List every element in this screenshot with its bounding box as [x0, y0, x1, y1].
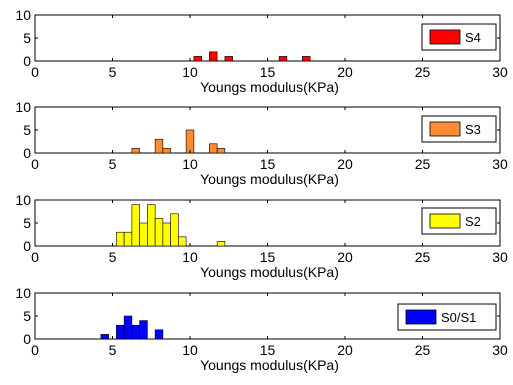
x-tick-label: 30 — [492, 156, 508, 172]
legend-swatch — [405, 309, 437, 325]
legend-swatch — [429, 213, 461, 229]
histogram-bar — [139, 320, 148, 340]
histogram-bar — [185, 129, 195, 154]
x-tick-label: 25 — [415, 64, 431, 80]
x-tick-label: 10 — [182, 156, 198, 172]
x-tick-label: 20 — [337, 249, 353, 265]
x-tick-label: 0 — [31, 156, 39, 172]
x-tick-label: 15 — [260, 342, 276, 358]
x-tick-label: 25 — [415, 156, 431, 172]
histogram-bar — [209, 143, 218, 154]
histogram-bar — [154, 329, 164, 340]
legend-label: S0/S1 — [441, 310, 476, 325]
histogram-bar — [147, 204, 156, 247]
y-tick-label: 5 — [23, 308, 31, 324]
legend: S2 — [421, 207, 497, 235]
x-tick-label: 15 — [260, 249, 276, 265]
x-tick-label: 20 — [337, 342, 353, 358]
x-tick-label: 25 — [415, 342, 431, 358]
y-tick-label: 0 — [23, 238, 31, 254]
histogram-bar — [209, 51, 218, 62]
y-tick-label: 0 — [23, 145, 31, 161]
legend: S4 — [421, 23, 497, 51]
y-tick-label: 5 — [23, 30, 31, 46]
x-axis-label: Youngs modulus(KPa) — [200, 79, 339, 95]
legend-swatch — [429, 29, 461, 45]
x-tick-label: 15 — [260, 64, 276, 80]
legend-label: S3 — [465, 122, 481, 137]
y-tick-label: 5 — [23, 215, 31, 231]
histogram-bar — [131, 204, 140, 247]
histogram-bar — [162, 222, 171, 247]
histogram-bar — [116, 324, 125, 340]
histogram-bar — [154, 218, 164, 247]
x-tick-label: 20 — [337, 156, 353, 172]
y-tick-label: 0 — [23, 331, 31, 347]
x-tick-label: 5 — [109, 249, 117, 265]
histogram-bar — [178, 236, 187, 247]
x-tick-label: 15 — [260, 156, 276, 172]
x-tick-label: 0 — [31, 249, 39, 265]
histogram-bar — [131, 148, 140, 154]
x-tick-label: 20 — [337, 64, 353, 80]
x-tick-label: 0 — [31, 342, 39, 358]
histogram-bar — [131, 324, 140, 340]
legend-swatch — [429, 121, 461, 137]
histogram-bar — [216, 148, 226, 154]
legend-label: S2 — [465, 214, 481, 229]
histogram-bar — [123, 231, 133, 247]
x-axis-label: Youngs modulus(KPa) — [200, 357, 339, 373]
legend: S3 — [421, 115, 497, 143]
x-axis-label: Youngs modulus(KPa) — [200, 171, 339, 187]
histogram-bar — [216, 241, 226, 247]
histogram-bar — [193, 56, 202, 62]
histogram-bar — [139, 222, 148, 247]
x-tick-label: 5 — [109, 156, 117, 172]
x-tick-label: 30 — [492, 342, 508, 358]
histogram-bar — [100, 334, 109, 340]
y-tick-label: 10 — [15, 285, 31, 301]
histogram-bar — [278, 56, 288, 62]
legend-label: S4 — [465, 30, 481, 45]
histogram-bar — [162, 148, 171, 154]
x-tick-label: 5 — [109, 342, 117, 358]
y-tick-label: 5 — [23, 122, 31, 138]
histogram-bar — [116, 231, 125, 247]
x-tick-label: 25 — [415, 249, 431, 265]
histogram-bar — [123, 315, 133, 340]
x-tick-label: 30 — [492, 64, 508, 80]
y-tick-label: 10 — [15, 192, 31, 208]
y-tick-label: 10 — [15, 99, 31, 115]
histogram-bar — [302, 56, 311, 62]
x-tick-label: 5 — [109, 64, 117, 80]
x-tick-label: 0 — [31, 64, 39, 80]
y-tick-label: 0 — [23, 53, 31, 69]
histogram-bar — [224, 56, 233, 62]
x-tick-label: 10 — [182, 64, 198, 80]
x-tick-label: 10 — [182, 249, 198, 265]
x-axis-label: Youngs modulus(KPa) — [200, 264, 339, 280]
x-tick-label: 10 — [182, 342, 198, 358]
y-tick-label: 10 — [15, 7, 31, 23]
histogram-bar — [154, 138, 164, 154]
histogram-bar — [170, 213, 179, 247]
legend: S0/S1 — [397, 303, 497, 331]
x-tick-label: 30 — [492, 249, 508, 265]
